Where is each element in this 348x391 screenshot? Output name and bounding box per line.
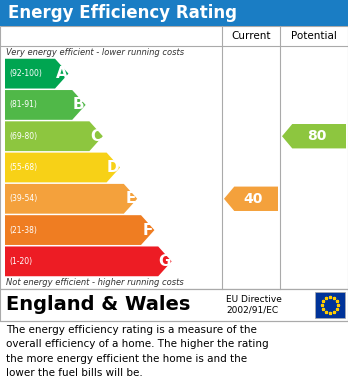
Text: (1-20): (1-20) [9,257,32,266]
Text: B: B [73,97,85,113]
Text: G: G [159,254,171,269]
Bar [315,292,345,318]
Text: (69-80): (69-80) [9,132,37,141]
Polygon shape [5,152,120,182]
Text: 80: 80 [307,129,326,143]
Text: Not energy efficient - higher running costs: Not energy efficient - higher running co… [6,278,184,287]
Text: (55-68): (55-68) [9,163,37,172]
Bar [0,289,348,321]
Polygon shape [282,124,346,149]
Text: Potential: Potential [291,31,337,41]
Bar [0,0,348,26]
Text: 40: 40 [244,192,263,206]
Text: (39-54): (39-54) [9,194,37,203]
Text: D: D [107,160,120,175]
Polygon shape [5,246,172,276]
Text: Very energy efficient - lower running costs: Very energy efficient - lower running co… [6,48,184,57]
Polygon shape [5,121,103,151]
Text: (21-38): (21-38) [9,226,37,235]
Polygon shape [224,187,278,211]
Text: F: F [143,222,153,238]
Text: E: E [125,191,136,206]
Polygon shape [5,90,86,120]
Text: (81-91): (81-91) [9,100,37,109]
Text: (92-100): (92-100) [9,69,42,78]
Text: C: C [90,129,102,144]
Polygon shape [5,59,69,88]
Polygon shape [5,184,137,213]
Bar [0,26,348,289]
Text: EU Directive
2002/91/EC: EU Directive 2002/91/EC [226,295,282,315]
Text: A: A [56,66,68,81]
Text: Current: Current [231,31,271,41]
Polygon shape [5,215,155,245]
Text: England & Wales: England & Wales [6,296,190,314]
Text: The energy efficiency rating is a measure of the
overall efficiency of a home. T: The energy efficiency rating is a measur… [6,325,269,378]
Text: Energy Efficiency Rating: Energy Efficiency Rating [8,4,237,22]
